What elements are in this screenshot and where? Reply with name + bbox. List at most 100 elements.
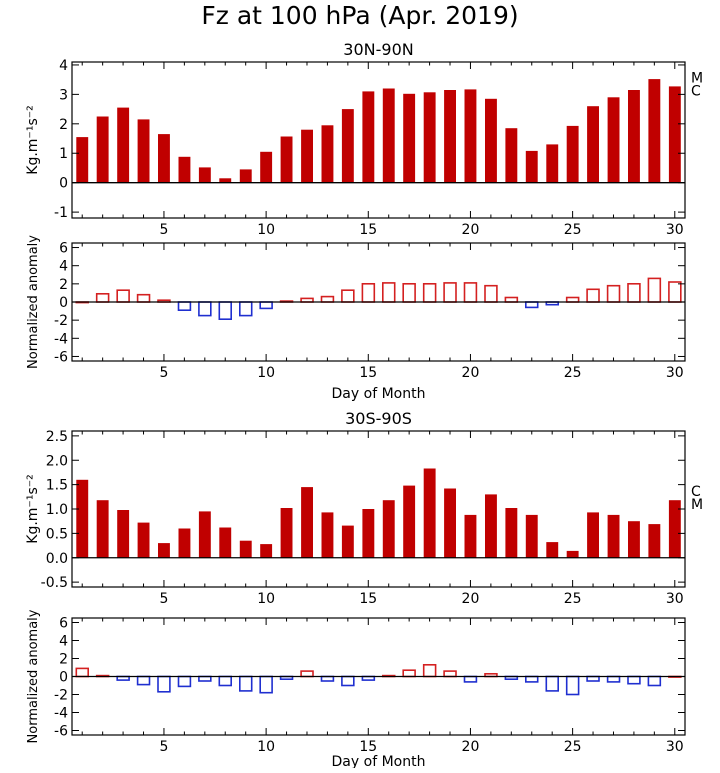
x-tick-label: 20 — [462, 365, 480, 381]
bar-day-4 — [136, 675, 151, 686]
y-tick-label: -6 — [54, 724, 68, 740]
bar-day-22 — [505, 508, 518, 558]
bar-day-26 — [586, 675, 600, 682]
bar-day-15 — [361, 282, 376, 303]
bar-day-9 — [239, 301, 253, 317]
bar-day-16 — [381, 282, 396, 303]
y-tick-label: 2.0 — [46, 453, 68, 469]
x-tick-label: 10 — [257, 739, 275, 755]
figure-title: Fz at 100 hPa (Apr. 2019) — [201, 1, 518, 30]
x-tick-label: 5 — [159, 591, 168, 607]
bar-day-25 — [565, 296, 580, 303]
bar-day-14 — [341, 525, 354, 558]
bar-day-9 — [239, 169, 252, 183]
bar-day-10 — [260, 544, 273, 558]
bar-day-12 — [301, 129, 313, 183]
bar-day-28 — [627, 675, 641, 685]
x-tick-label: 15 — [359, 739, 377, 755]
y-tick-label: 4 — [59, 634, 68, 650]
bar-day-17 — [403, 93, 416, 183]
bar-day-13 — [321, 125, 334, 183]
bar-day-30 — [668, 500, 681, 558]
y-tick-label: -2 — [54, 688, 68, 704]
right-marker-M: M — [691, 70, 703, 86]
bar-day-20 — [464, 89, 477, 183]
bar-day-24 — [546, 542, 559, 558]
bar-day-4 — [136, 293, 151, 303]
y-tick-label: 2 — [59, 117, 68, 133]
bar-day-6 — [178, 528, 191, 558]
y-tick-label: -4 — [54, 331, 68, 347]
bar-day-8 — [218, 301, 233, 321]
bar-day-7 — [198, 301, 212, 317]
x-tick-label: 30 — [666, 365, 684, 381]
bar-day-29 — [647, 277, 662, 303]
bar-day-25 — [565, 675, 580, 696]
bar-day-6 — [178, 156, 191, 183]
bar-day-30 — [668, 86, 681, 183]
bar-day-28 — [627, 282, 641, 303]
plot-frame — [71, 61, 686, 219]
bar-day-20 — [463, 675, 478, 683]
y-tick-label: 2 — [59, 652, 68, 668]
bar-day-20 — [464, 514, 477, 558]
right-marker-M: M — [691, 497, 703, 513]
bar-day-30 — [668, 281, 682, 303]
bar-day-17 — [402, 669, 416, 678]
bar-day-3 — [117, 510, 130, 558]
x-tick-label: 30 — [666, 222, 684, 238]
panel-2: 5 10 15 20 25 30 -6 -4 -2 0 2 4 6 Day of Month Normali… — [26, 235, 686, 402]
bar-day-3 — [116, 289, 130, 303]
bar-day-8 — [218, 675, 233, 687]
x-tick-label: 25 — [564, 739, 582, 755]
bar-day-7 — [198, 511, 211, 558]
bar-day-23 — [525, 150, 538, 183]
y-tick-label: 0 — [59, 176, 68, 192]
y-tick-label: 4 — [59, 58, 68, 74]
bar-day-29 — [648, 524, 661, 558]
bar-day-9 — [239, 675, 253, 692]
right-marker-C: C — [691, 484, 701, 500]
bar-day-22 — [505, 128, 518, 183]
bar-day-4 — [137, 119, 150, 183]
x-tick-label: 15 — [359, 222, 377, 238]
y-tick-label: 1.0 — [46, 502, 68, 518]
bar-day-10 — [259, 675, 273, 694]
bar-day-29 — [648, 79, 661, 183]
bar-day-25 — [566, 550, 579, 558]
bar-day-21 — [484, 284, 498, 303]
bar-day-19 — [444, 90, 456, 183]
y-axis-label: Kg.m⁻¹s⁻² — [25, 474, 41, 543]
x-tick-label: 10 — [257, 591, 275, 607]
x-tick-label: 20 — [462, 591, 480, 607]
bar-day-14 — [341, 289, 355, 303]
panel-4: 5 10 15 20 25 30 -6 -4 -2 0 2 4 6 Day of Month Normali… — [26, 609, 686, 770]
y-tick-label: -6 — [54, 349, 68, 365]
bar-day-18 — [422, 663, 437, 678]
bar-day-16 — [382, 500, 395, 558]
bar-day-27 — [607, 514, 620, 558]
bar-day-17 — [403, 485, 416, 558]
x-tick-label: 20 — [462, 222, 480, 238]
bar-day-7 — [198, 167, 211, 183]
bar-day-25 — [566, 125, 579, 183]
panel-3: 5 10 15 20 25 30 -0.5 0.0 0.5 1.0 1.5 2.0 2.5 30S-90S… — [25, 409, 703, 607]
bar-day-18 — [422, 282, 437, 303]
x-tick-label: 10 — [257, 365, 275, 381]
plot-frame — [71, 430, 686, 588]
bar-day-23 — [524, 675, 539, 683]
bar-day-2 — [96, 116, 109, 183]
bar-day-17 — [402, 282, 416, 303]
bar-day-26 — [587, 106, 599, 183]
bar-day-26 — [587, 512, 599, 558]
y-tick-label: 4 — [59, 259, 68, 275]
y-tick-label: 2.5 — [46, 429, 68, 445]
bar-day-18 — [423, 92, 436, 183]
y-tick-label: 6 — [59, 241, 68, 257]
bar-day-19 — [443, 670, 457, 678]
bar-day-4 — [137, 522, 150, 558]
y-tick-label: 1.5 — [46, 478, 68, 494]
y-tick-label: 1 — [59, 146, 68, 162]
bar-day-8 — [219, 178, 232, 183]
